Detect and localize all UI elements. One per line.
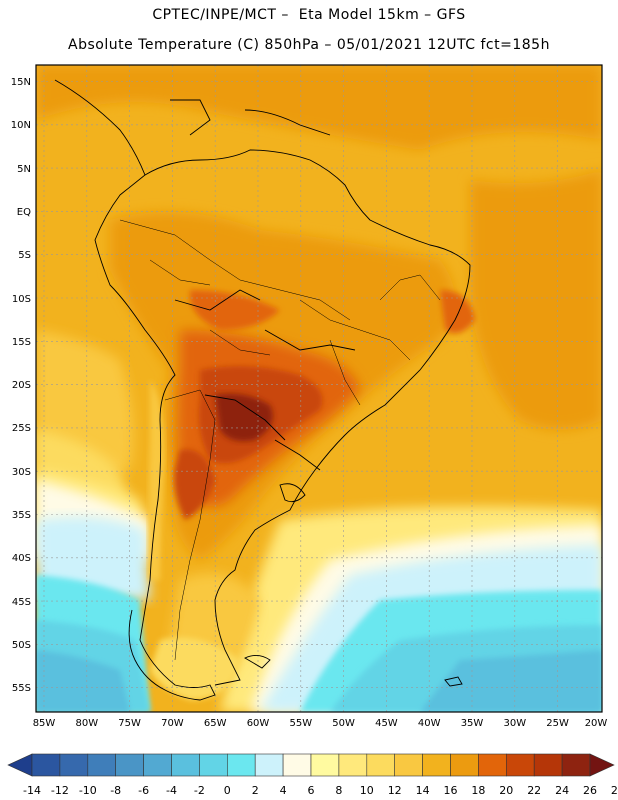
coastlines [54,79,471,701]
colorbar-label: 2 [252,784,259,797]
lon-label: 25W [546,718,569,729]
lat-label: 40S [12,553,31,564]
colorbar-swatch [478,753,507,777]
lat-label: 10N [11,120,31,131]
lat-label: 55S [12,683,31,694]
colorbar-label: 18 [471,784,485,797]
colorbar-label: 10 [360,784,374,797]
lat-label: 25S [12,423,31,434]
colorbar-arrow-right [589,753,615,777]
colorbar-swatch [115,753,144,777]
colorbar-label: -14 [23,784,41,797]
lat-label: EQ [17,207,31,218]
colorbar-label: 8 [335,784,342,797]
lon-label: 20W [585,718,608,729]
colorbar-label: -12 [51,784,69,797]
lat-label: 50S [12,640,31,651]
colorbar-swatch [282,753,312,777]
lon-label: 45W [375,718,398,729]
colorbar-arrow-left [7,753,33,777]
colorbar-swatch [394,753,423,777]
colorbar-swatch [310,753,340,777]
colorbar-label: -10 [79,784,97,797]
latitude-labels: 15N 10N 5N EQ 5S 10S 15S 20S 25S 30S 35S… [11,77,31,694]
colorbar-label: 26 [583,784,597,797]
colorbar-swatch [31,753,61,777]
lon-label: 65W [204,718,227,729]
colorbar-swatch [533,753,563,777]
colorbar-label: 28 [611,784,618,797]
map-frame [35,64,603,713]
colorbar-swatch [143,753,172,777]
colorbar-label: 6 [308,784,315,797]
lon-label: 35W [461,718,484,729]
lat-label: 30S [12,467,31,478]
colorbar-label: 16 [444,784,458,797]
graticule [36,65,602,712]
colorbar-swatch [505,753,535,777]
colorbar-label: 0 [224,784,231,797]
colorbar-swatch [561,753,591,777]
colorbar-swatch [338,753,368,777]
lat-label: 15N [11,77,31,88]
lat-label: 35S [12,510,31,521]
colorbar-label: 20 [499,784,513,797]
lat-label: 45S [12,597,31,608]
lat-label: 20S [12,380,31,391]
colorbar-swatch [171,753,200,777]
colorbar-label: -4 [166,784,177,797]
lon-label: 40W [418,718,441,729]
country-borders [119,219,441,661]
colorbar-swatch [422,753,451,777]
lon-label: 55W [289,718,312,729]
colorbar-label: -2 [194,784,205,797]
colorbar-label: 22 [527,784,541,797]
lon-label: 30W [503,718,526,729]
colorbar-label: 24 [555,784,569,797]
longitude-labels: 85W 80W 75W 70W 65W 60W 55W 50W 45W 40W … [33,718,608,729]
lat-label: 5S [18,250,31,261]
lon-label: 50W [332,718,355,729]
colorbar-swatch [254,753,284,777]
lon-label: 70W [161,718,184,729]
lon-label: 80W [75,718,98,729]
lon-label: 75W [118,718,141,729]
lat-label: 10S [12,294,31,305]
colorbar-label: 4 [280,784,287,797]
lat-label: 5N [17,164,31,175]
chart-title-line1: CPTEC/INPE/MCT – Eta Model 15km – GFS [152,7,466,23]
colorbar: -14 -12 -10 -8 -6 -4 -2 0 2 4 6 8 10 12 14 16 18 20 22 24 26… [7,753,618,797]
colorbar-swatch [366,753,395,777]
colorbar-swatch [59,753,89,777]
chart-title-line2: Absolute Temperature (C) 850hPa – 05/01/… [68,37,550,53]
colorbar-label: 12 [388,784,402,797]
colorbar-swatch [87,753,117,777]
colorbar-label: 14 [416,784,430,797]
temperature-field [36,65,602,712]
colorbar-swatch [227,753,256,777]
colorbar-label: -8 [110,784,121,797]
colorbar-swatch [199,753,228,777]
lat-label: 15S [12,337,31,348]
lon-label: 60W [247,718,270,729]
colorbar-swatch [450,753,479,777]
colorbar-label: -6 [138,784,149,797]
lon-label: 85W [33,718,56,729]
